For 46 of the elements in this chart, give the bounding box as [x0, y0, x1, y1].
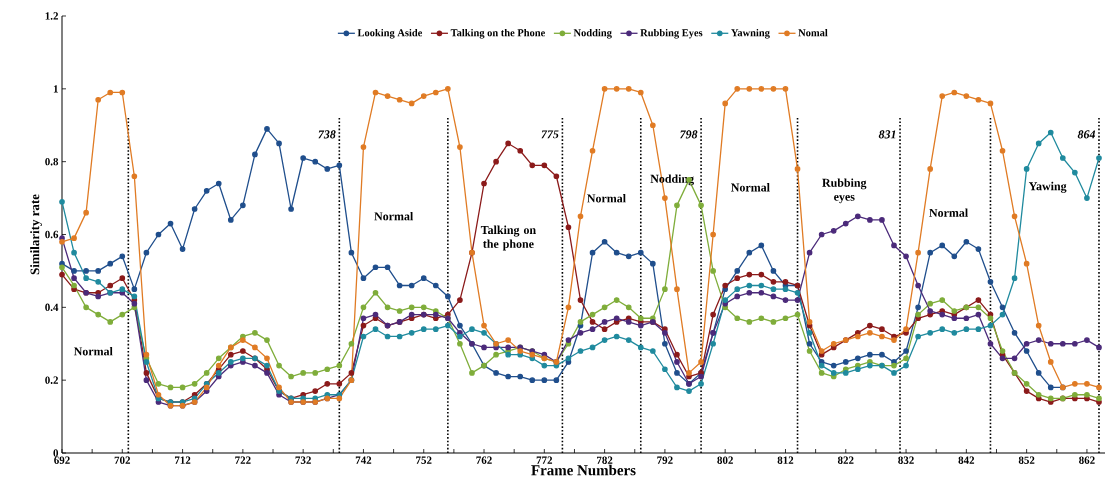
- x-tick-label: 692: [54, 456, 70, 464]
- x-tick-label: 762: [476, 456, 492, 464]
- x-tick-label: 752: [416, 456, 432, 464]
- annotation: Normal: [587, 194, 626, 203]
- x-tick-label: 832: [898, 456, 914, 464]
- legend-label: Talking on the Phone: [450, 28, 545, 39]
- x-tick-label: 702: [114, 456, 131, 464]
- x-tick-label: 862: [1079, 456, 1095, 464]
- annotation: Normal: [73, 346, 113, 356]
- y-axis-title: Similarity rate: [30, 194, 42, 275]
- x-axis-title: Frame Numbers: [531, 464, 636, 476]
- x-tick-label: 782: [597, 456, 613, 464]
- ref-line-label: 775: [541, 130, 559, 139]
- ref-line-label: 798: [680, 130, 698, 139]
- y-tick-label: 0.2: [45, 376, 58, 384]
- legend-label: Rubbing Eyes: [640, 28, 703, 39]
- x-tick-label: 712: [174, 456, 191, 464]
- annotation: Yawing: [1028, 181, 1067, 193]
- y-tick-label: 0.8: [45, 157, 59, 166]
- x-tick-label: 772: [536, 456, 553, 464]
- x-tick-label: 852: [1018, 456, 1035, 464]
- y-tick-label: 0: [53, 449, 59, 457]
- ref-line-label: 738: [318, 130, 336, 139]
- x-tick-label: 802: [717, 456, 733, 464]
- x-tick-label: 792: [657, 456, 673, 464]
- ref-line-label: 831: [878, 130, 896, 139]
- legend-label: Nomal: [798, 28, 828, 37]
- y-tick-label: 1: [53, 85, 58, 93]
- annotation: Normal: [929, 208, 968, 217]
- annotation: Normal: [374, 211, 414, 221]
- legend-label: Looking Aside: [357, 28, 423, 39]
- legend-label: Nodding: [573, 28, 612, 39]
- ref-line-label: 864: [1077, 130, 1096, 139]
- y-tick-label: 0.6: [45, 230, 59, 239]
- x-tick-label: 722: [235, 456, 251, 464]
- annotation: Normal: [731, 183, 770, 192]
- legend-label: Yawning: [731, 28, 770, 39]
- x-tick-label: 822: [837, 456, 854, 464]
- y-tick-label: 0.4: [45, 303, 59, 312]
- x-tick-label: 812: [777, 456, 794, 464]
- x-tick-label: 742: [355, 456, 372, 464]
- annotation: Rubbing eyes: [822, 178, 867, 204]
- annotation: Talking on the phone: [480, 225, 536, 251]
- x-tick-label: 732: [295, 456, 311, 464]
- y-tick-label: 1.2: [45, 12, 58, 20]
- x-tick-label: 842: [958, 456, 975, 464]
